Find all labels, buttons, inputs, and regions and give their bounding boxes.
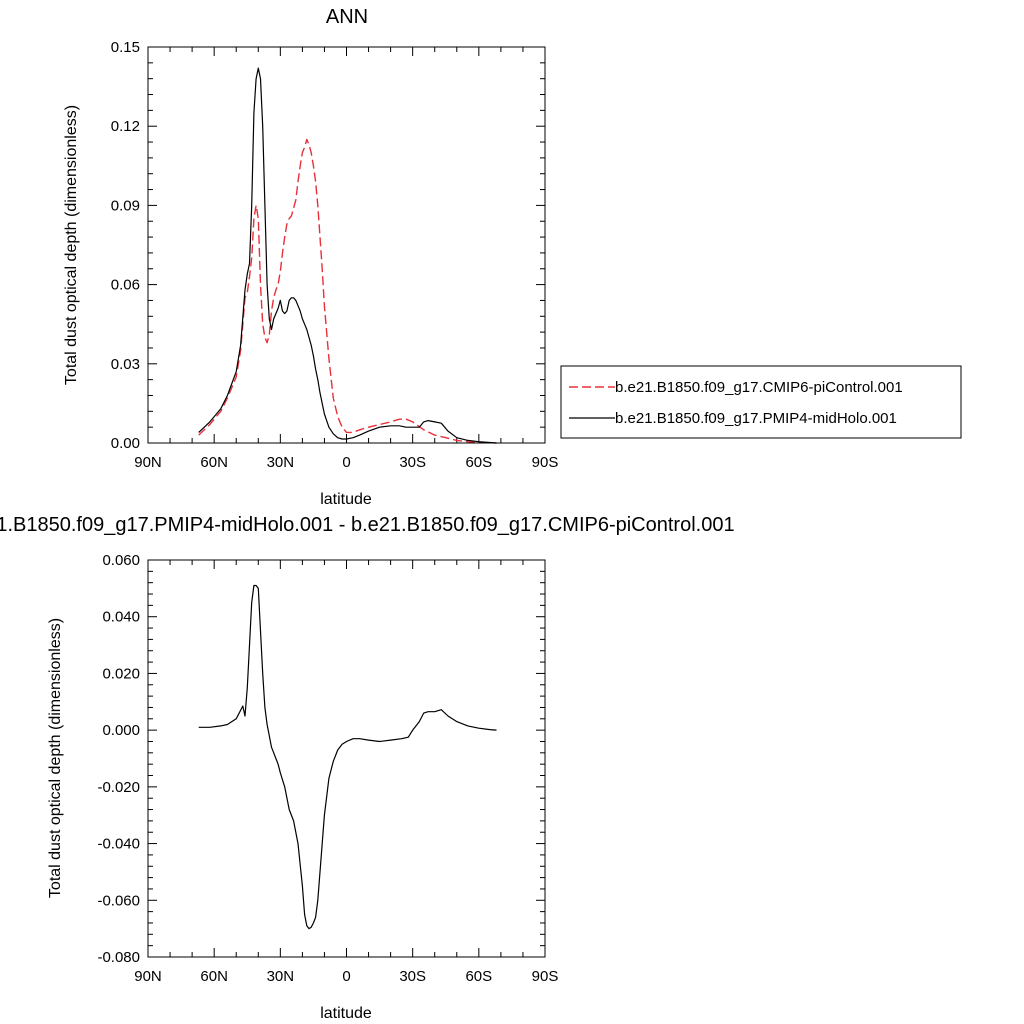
x-tick-label: 90N	[134, 968, 162, 985]
x-tick-label: 60S	[465, 968, 492, 985]
x-tick-label: 0	[342, 968, 350, 985]
top-chart-frame	[147, 46, 546, 444]
top-chart-title: ANN	[326, 6, 368, 28]
top-chart-legend: b.e21.B1850.f09_g17.CMIP6-piControl.001 …	[560, 365, 962, 439]
top-chart-y-tick-labels: 0.00 0.03 0.06 0.09 0.12 0.15	[111, 39, 140, 452]
top-chart-x-axis-label: latitude	[320, 491, 372, 508]
x-tick-label: 60N	[200, 454, 228, 471]
x-tick-label: 60N	[200, 968, 228, 985]
series-line-difference	[198, 584, 497, 930]
bottom-chart-panel: b.e21.B1850.f09_g17.PMIP4-midHolo.001 - …	[0, 514, 735, 1022]
y-tick-label: -0.020	[97, 779, 140, 796]
legend-label-picontrol: b.e21.B1850.f09_g17.CMIP6-piControl.001	[615, 379, 903, 396]
bottom-chart-y-tick-labels: -0.080 -0.060 -0.040 -0.020 0.000 0.020 0.040 0…	[97, 552, 140, 966]
top-chart-lines	[198, 67, 497, 444]
top-chart-y-axis-label: Total dust optical depth (dimensionless)	[63, 105, 80, 385]
bottom-chart-x-tick-labels: 90N 60N 30N 0 30S 60S 90S	[134, 968, 558, 985]
y-tick-label: 0.060	[102, 552, 140, 569]
y-tick-label: -0.060	[97, 892, 140, 909]
x-tick-label: 30S	[399, 968, 426, 985]
y-tick-label: 0.040	[102, 609, 140, 626]
y-tick-label: -0.080	[97, 949, 140, 966]
series-line-midholo	[198, 67, 497, 444]
x-tick-label: 90N	[134, 454, 162, 471]
y-tick-label: 0.00	[111, 435, 140, 452]
legend-label-midholo: b.e21.B1850.f09_g17.PMIP4-midHolo.001	[615, 410, 897, 427]
y-tick-label: 0.15	[111, 39, 140, 56]
x-tick-label: 30N	[267, 454, 295, 471]
bottom-chart-ticks	[147, 559, 546, 958]
top-chart-x-tick-labels: 90N 60N 30N 0 30S 60S 90S	[134, 454, 558, 471]
y-tick-label: 0.12	[111, 118, 140, 135]
x-tick-label: 90S	[532, 968, 559, 985]
x-tick-label: 0	[342, 454, 350, 471]
y-tick-label: -0.040	[97, 836, 140, 853]
y-tick-label: 0.06	[111, 277, 140, 294]
y-tick-label: 0.000	[102, 722, 140, 739]
bottom-chart-x-axis-label: latitude	[320, 1005, 372, 1022]
y-tick-label: 0.03	[111, 356, 140, 373]
top-chart-panel: ANN 90N 60N 30N 0 30S 60S 90S 0.00 0.03 0.06 0.09…	[63, 6, 962, 508]
bottom-chart-frame	[147, 559, 546, 958]
y-tick-label: 0.09	[111, 197, 140, 214]
bottom-chart-y-axis-label: Total dust optical depth (dimensionless)	[47, 618, 64, 898]
x-tick-label: 90S	[532, 454, 559, 471]
x-tick-label: 30S	[399, 454, 426, 471]
series-line-picontrol	[198, 138, 497, 444]
x-tick-label: 60S	[465, 454, 492, 471]
top-chart-ticks	[147, 46, 546, 444]
y-tick-label: 0.020	[102, 665, 140, 682]
x-tick-label: 30N	[267, 968, 295, 985]
legend-box	[560, 365, 962, 439]
bottom-chart-lines	[198, 584, 497, 930]
bottom-chart-title: b.e21.B1850.f09_g17.PMIP4-midHolo.001 - …	[0, 514, 735, 536]
